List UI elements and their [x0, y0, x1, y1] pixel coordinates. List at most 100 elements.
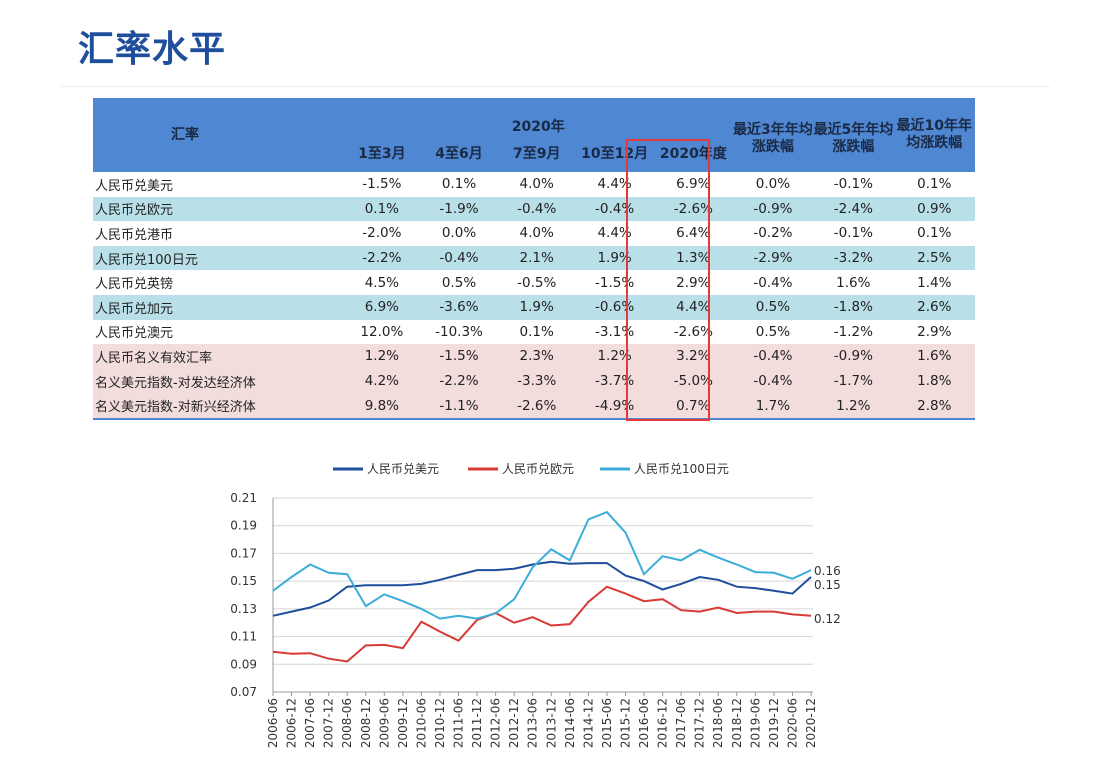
- table-row: 人民币兑美元 -1.5% 0.1% 4.0% 4.4% 6.9% 0.0% -0.1% 0.1%: [93, 172, 975, 197]
- table-row: 人民币兑欧元 0.1% -1.9% -0.4% -0.4% -2.6% -0.9% -2.4%…: [93, 196, 975, 222]
- col-header-10y: 最近10年年均涨跌幅: [893, 98, 975, 172]
- table-cell: 1.9%: [498, 294, 576, 320]
- table-cell: 1.8%: [893, 368, 975, 394]
- table-cell: -1.2%: [813, 319, 894, 345]
- table-cell: -0.9%: [813, 344, 894, 369]
- col-header-q2: 4至6月: [419, 136, 499, 172]
- table-row: 人民币兑澳元 12.0% -10.3% 0.1% -3.1% -2.6% 0.5% -1.2%…: [93, 319, 975, 345]
- row-label: 人民币兑加元: [93, 294, 344, 320]
- table-cell: -0.4%: [732, 270, 814, 295]
- table-cell: 2.3%: [498, 344, 576, 369]
- table-cell: -2.6%: [653, 196, 733, 222]
- x-tick-label: 2009-06: [377, 698, 391, 748]
- table-cell: 0.0%: [419, 221, 499, 246]
- table-cell: 0.5%: [732, 319, 814, 345]
- col-header-q3: 7至9月: [498, 136, 576, 172]
- table-cell: 1.9%: [575, 245, 654, 271]
- table-cell: 1.6%: [813, 270, 894, 295]
- table-cell: -0.5%: [498, 270, 576, 295]
- x-tick-label: 2011-12: [470, 698, 484, 748]
- table-cell: -3.7%: [575, 368, 654, 394]
- table-cell: 1.3%: [653, 245, 733, 271]
- table-cell: 6.4%: [653, 221, 733, 246]
- row-label: 人民币名义有效汇率: [93, 344, 344, 369]
- table-cell: 4.4%: [575, 221, 654, 246]
- table-cell: -0.4%: [498, 196, 576, 222]
- x-tick-label: 2017-06: [674, 698, 688, 748]
- table-cell: 0.1%: [498, 319, 576, 345]
- table-cell: -1.9%: [419, 196, 499, 222]
- table-cell: 4.0%: [498, 221, 576, 246]
- table-cell: 12.0%: [343, 319, 420, 345]
- page-title: 汇率水平: [78, 29, 227, 70]
- table-cell: 1.2%: [813, 393, 894, 420]
- table-cell: 0.7%: [653, 393, 733, 420]
- table-cell: -1.8%: [813, 294, 894, 320]
- col-header-q1: 1至3月: [343, 136, 420, 172]
- table-cell: 1.6%: [893, 344, 975, 369]
- row-label: 人民币兑澳元: [93, 319, 344, 345]
- table-cell: 0.1%: [893, 221, 975, 246]
- x-tick-label: 2020-06: [785, 698, 799, 748]
- table-cell: 4.4%: [575, 172, 654, 197]
- col-header-2020: 2020年度: [653, 136, 733, 172]
- x-tick-label: 2014-12: [581, 698, 595, 748]
- table-cell: -4.9%: [575, 393, 654, 420]
- table-cell: 0.0%: [732, 172, 814, 197]
- y-tick-label: 0.19: [230, 519, 257, 533]
- table-cell: 6.9%: [343, 294, 420, 320]
- table-cell: 4.0%: [498, 172, 576, 197]
- y-tick-label: 0.11: [230, 630, 257, 644]
- x-tick-label: 2010-12: [433, 698, 447, 748]
- table-cell: 0.1%: [343, 196, 420, 222]
- table-cell: 0.5%: [419, 270, 499, 295]
- title-divider: [60, 86, 1050, 87]
- y-tick-label: 0.21: [230, 491, 257, 505]
- corner-header: 汇率: [93, 98, 344, 172]
- table-cell: 0.1%: [893, 172, 975, 197]
- row-label: 名义美元指数-对新兴经济体: [93, 393, 344, 420]
- series-line: [272, 510, 812, 620]
- series-line: [272, 585, 812, 663]
- x-tick-label: 2010-06: [414, 698, 428, 748]
- series-end-label: 0.12: [814, 612, 841, 626]
- table-cell: -1.5%: [419, 344, 499, 369]
- x-tick-label: 2015-12: [618, 698, 632, 748]
- table-cell: -0.9%: [732, 196, 814, 222]
- table-cell: 0.9%: [893, 196, 975, 222]
- x-tick-label: 2019-06: [748, 698, 762, 748]
- x-tick-label: 2020-12: [804, 698, 818, 748]
- table-cell: 1.2%: [343, 344, 420, 369]
- x-tick-label: 2007-12: [322, 698, 336, 748]
- series-line: [272, 560, 812, 617]
- series-end-label: 0.16: [814, 564, 841, 578]
- legend-label: 人民币兑美元: [367, 462, 439, 476]
- table-row: 人民币兑港币 -2.0% 0.0% 4.0% 4.4% 6.4% -0.2% -0.1% 0.1…: [93, 221, 975, 246]
- table-cell: 4.4%: [653, 294, 733, 320]
- table-cell: 2.8%: [893, 393, 975, 420]
- x-tick-label: 2016-12: [656, 698, 670, 748]
- table-cell: 1.4%: [893, 270, 975, 295]
- table-cell: 4.5%: [343, 270, 420, 295]
- table-row: 名义美元指数-对发达经济体 4.2% -2.2% -3.3% -3.7% -5.0% -0.…: [93, 368, 975, 394]
- x-tick-label: 2014-06: [563, 698, 577, 748]
- table-cell: -3.3%: [498, 368, 576, 394]
- series-end-label: 0.15: [814, 578, 841, 592]
- x-tick-label: 2006-06: [266, 698, 280, 748]
- table-cell: 9.8%: [343, 393, 420, 420]
- table-cell: -0.4%: [575, 196, 654, 222]
- row-label: 人民币兑美元: [93, 172, 344, 197]
- row-label: 人民币兑100日元: [93, 245, 344, 271]
- table-row: 人民币兑英镑 4.5% 0.5% -0.5% -1.5% 2.9% -0.4% 1.6% 1.4…: [93, 270, 975, 295]
- x-tick-label: 2006-12: [285, 698, 299, 748]
- x-tick-label: 2008-06: [340, 698, 354, 748]
- table-row: 人民币兑100日元 -2.2% -0.4% 2.1% 1.9% 1.3% -2.9% -3.2…: [93, 245, 975, 271]
- y-tick-label: 0.17: [230, 546, 257, 560]
- table-cell: 1.2%: [575, 344, 654, 369]
- table-cell: -1.5%: [575, 270, 654, 295]
- table-cell: 6.9%: [653, 172, 733, 197]
- x-tick-label: 2007-06: [303, 698, 317, 748]
- table-cell: 2.1%: [498, 245, 576, 271]
- table-cell: 0.1%: [419, 172, 499, 197]
